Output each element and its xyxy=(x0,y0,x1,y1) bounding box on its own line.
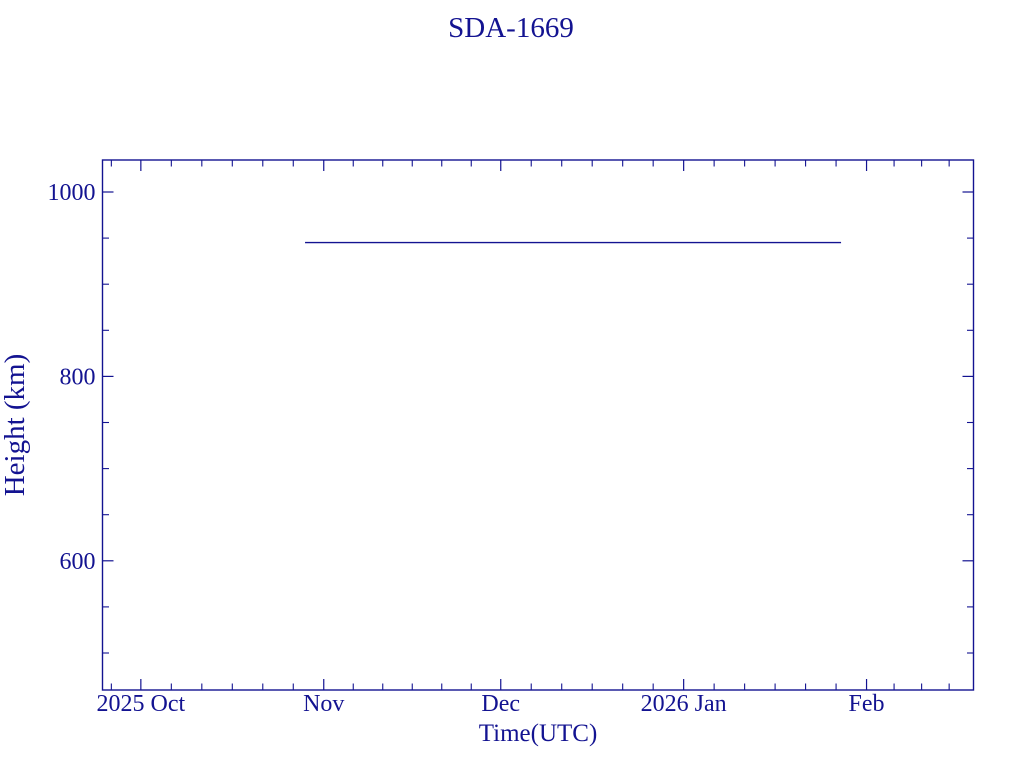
svg-text:800: 800 xyxy=(60,364,96,390)
svg-text:Dec: Dec xyxy=(481,691,520,717)
svg-text:Feb: Feb xyxy=(849,691,885,717)
svg-text:Height (km): Height (km) xyxy=(0,354,31,497)
svg-text:1000: 1000 xyxy=(48,180,96,206)
svg-text:2025 Oct: 2025 Oct xyxy=(97,691,186,717)
svg-text:Nov: Nov xyxy=(303,691,344,717)
svg-text:2026 Jan: 2026 Jan xyxy=(641,691,727,717)
svg-text:SDA-1669: SDA-1669 xyxy=(448,12,574,44)
svg-text:Time(UTC): Time(UTC) xyxy=(479,720,598,747)
svg-text:600: 600 xyxy=(60,549,96,575)
